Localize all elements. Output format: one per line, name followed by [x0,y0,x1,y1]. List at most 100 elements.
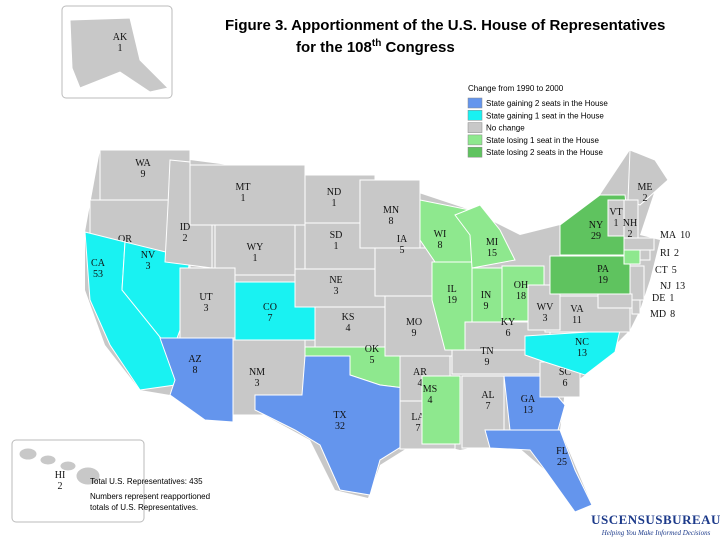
state-abbr: SC [559,367,572,378]
state-abbr: NY [589,220,603,231]
state-shape [639,249,651,261]
legend: State gaining 2 seats in the House State … [467,97,608,158]
state-label: SC 6 [559,367,572,389]
state-abbr: OR [118,234,132,245]
state-label: PA 19 [597,264,610,286]
state-label: TX 32 [333,410,347,432]
legend-label: No change [486,124,525,133]
state-abbr: ID [180,222,191,233]
title-line2: for the 108th Congress [296,38,455,56]
state-label: OK 5 [365,344,380,366]
state-shape [484,429,593,513]
state-abbr: CA [91,258,106,269]
state-abbr: WI [434,229,447,240]
state-shape [623,237,655,251]
state-label: MA 10 [660,230,690,241]
state-label: NJ 13 [660,281,685,292]
state-label: MO 9 [406,317,422,339]
state-abbr: NJ [660,281,671,292]
state-seats: 2 [628,229,633,240]
state-label: NH 2 [623,218,637,240]
state-seats: 9 [484,301,489,312]
state-label: MI 15 [486,237,498,259]
state-abbr: TX [333,410,347,421]
state-abbr: WV [537,302,554,313]
state-abbr: CT [655,265,668,276]
state-label: HI 2 [55,470,66,492]
state-label: AR 4 [413,367,427,389]
state-abbr: GA [521,394,536,405]
state-seats: 5 [370,355,375,366]
state-label: OH 18 [514,280,528,302]
state-seats: 5 [672,265,677,276]
title-sup: th [372,38,381,49]
state-abbr: AZ [188,354,201,365]
state-label: AZ 8 [188,354,201,376]
state-abbr: MD [650,309,666,320]
total-label: Total U.S. Representatives: [90,477,187,486]
state-abbr: MS [423,384,437,395]
state-seats: 8 [389,216,394,227]
state-shape [631,299,641,315]
state-label: IN 9 [481,290,492,312]
state-abbr: DE [652,293,665,304]
state-abbr: UT [199,292,212,303]
state-seats: 32 [335,421,345,432]
state-shape [623,249,641,265]
state-label: MT 1 [236,182,251,204]
state-seats: 7 [416,423,421,434]
state-seats: 4 [346,323,351,334]
state-seats: 8 [670,309,675,320]
state-seats: 1 [669,293,674,304]
legend-label: State gaining 2 seats in the House [486,99,608,108]
state-seats: 1 [118,43,123,54]
state-label: TN 9 [480,346,493,368]
legend-swatch [467,110,483,121]
state-shape [454,204,516,269]
state-seats: 4 [428,395,433,406]
states: WA9OR5CA53NV3ID2MT1WY1UT3CO7AZ8NM3ND1SD1… [18,17,690,513]
state-label: MN 8 [383,205,399,227]
state-shape [39,454,57,466]
state-abbr: OK [365,344,380,355]
state-seats: 4 [418,378,423,389]
state-label: SD 1 [330,230,343,252]
state-label: VT 1 [609,207,622,229]
state-abbr: WA [135,158,151,169]
state-abbr: AL [481,390,494,401]
state-label: KS 4 [342,312,355,334]
title-part: for the 108 [296,39,372,56]
state-shape [629,265,645,301]
state-label: WA 9 [135,158,151,180]
state-seats: 11 [572,315,582,326]
state-abbr: FL [556,446,568,457]
state-abbr: HI [55,470,66,481]
state-abbr: NC [575,337,589,348]
state-label: DE 1 [652,293,674,304]
state-seats: 7 [486,401,491,412]
state-label: MD 8 [650,309,675,320]
state-label: CT 5 [655,265,677,276]
note-line: totals of U.S. Representatives. [90,503,198,512]
total-note: Total U.S. Representatives: 435 [90,477,203,486]
state-abbr: TN [480,346,493,357]
state-seats: 1 [253,253,258,264]
state-seats: 29 [591,231,601,242]
state-seats: 9 [485,357,490,368]
state-abbr: NM [249,367,265,378]
state-seats: 2 [674,248,679,259]
state-seats: 19 [447,295,457,306]
state-abbr: IA [397,234,408,245]
state-label: CA 53 [91,258,106,280]
state-seats: 13 [675,281,685,292]
state-seats: 3 [334,286,339,297]
state-label: VA 11 [570,304,584,326]
state-abbr: ME [638,182,653,193]
state-abbr: LA [411,412,425,423]
state-abbr: MT [236,182,251,193]
state-shape [159,337,234,423]
state-seats: 18 [516,291,526,302]
state-abbr: WY [247,242,264,253]
state-abbr: AR [413,367,427,378]
state-seats: 13 [577,348,587,359]
